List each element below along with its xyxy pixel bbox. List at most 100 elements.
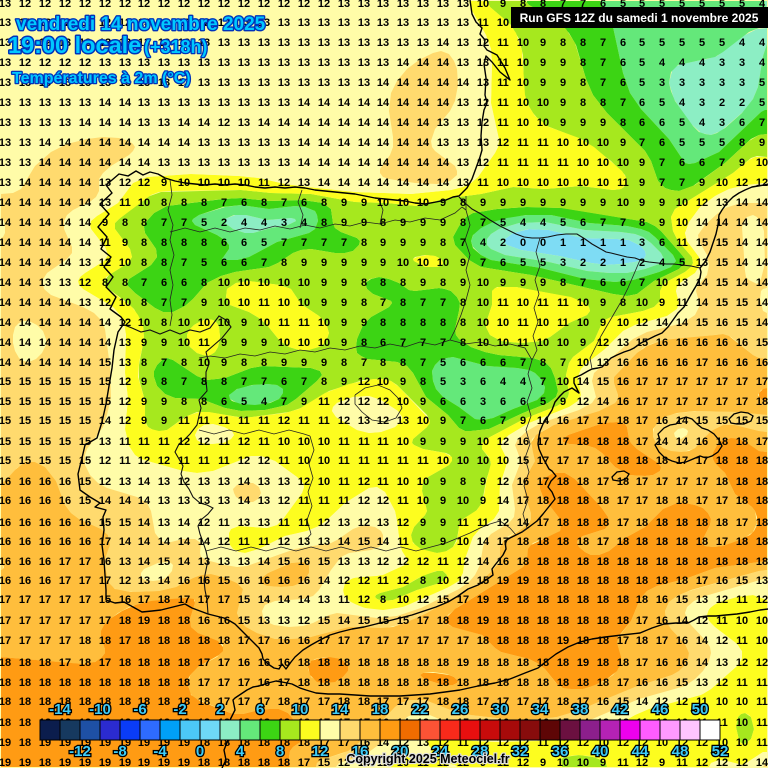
svg-text:17: 17 bbox=[138, 594, 150, 606]
svg-text:10: 10 bbox=[517, 117, 529, 129]
svg-text:14: 14 bbox=[19, 357, 32, 369]
svg-text:14: 14 bbox=[417, 117, 430, 129]
svg-text:17: 17 bbox=[238, 677, 250, 689]
svg-text:12: 12 bbox=[19, 0, 31, 10]
svg-text:19: 19 bbox=[59, 757, 71, 768]
svg-text:10: 10 bbox=[477, 0, 489, 10]
svg-text:6: 6 bbox=[301, 197, 307, 209]
svg-text:15: 15 bbox=[59, 436, 71, 448]
svg-text:14: 14 bbox=[676, 415, 689, 427]
svg-text:13: 13 bbox=[477, 57, 489, 69]
svg-text:18: 18 bbox=[99, 677, 111, 689]
svg-text:8: 8 bbox=[420, 376, 426, 388]
svg-text:10: 10 bbox=[477, 297, 489, 309]
svg-text:14: 14 bbox=[158, 137, 171, 149]
svg-text:13: 13 bbox=[298, 17, 310, 29]
svg-text:8: 8 bbox=[440, 237, 446, 249]
svg-text:18: 18 bbox=[736, 495, 748, 507]
svg-text:6: 6 bbox=[659, 117, 665, 129]
svg-text:10: 10 bbox=[577, 297, 589, 309]
svg-text:10: 10 bbox=[636, 297, 648, 309]
svg-text:17: 17 bbox=[636, 396, 648, 408]
svg-text:18: 18 bbox=[0, 696, 11, 708]
svg-text:16: 16 bbox=[636, 677, 648, 689]
svg-text:14: 14 bbox=[756, 277, 768, 289]
svg-text:12: 12 bbox=[138, 455, 150, 467]
svg-text:16: 16 bbox=[258, 657, 270, 669]
svg-text:18: 18 bbox=[477, 635, 489, 647]
svg-text:18: 18 bbox=[617, 455, 629, 467]
svg-text:18: 18 bbox=[138, 677, 150, 689]
svg-text:13: 13 bbox=[218, 495, 230, 507]
svg-text:11: 11 bbox=[756, 696, 768, 708]
svg-text:1: 1 bbox=[620, 237, 626, 249]
svg-text:12: 12 bbox=[178, 0, 190, 10]
svg-text:13: 13 bbox=[119, 357, 131, 369]
svg-text:2: 2 bbox=[216, 701, 224, 718]
svg-text:18: 18 bbox=[318, 657, 330, 669]
svg-text:18: 18 bbox=[577, 635, 589, 647]
svg-text:3: 3 bbox=[719, 117, 725, 129]
svg-text:4: 4 bbox=[659, 57, 666, 69]
svg-text:18: 18 bbox=[756, 517, 768, 529]
svg-text:9: 9 bbox=[520, 277, 526, 289]
svg-text:18: 18 bbox=[636, 536, 648, 548]
svg-text:12: 12 bbox=[358, 495, 370, 507]
svg-text:18: 18 bbox=[656, 575, 668, 587]
svg-text:18: 18 bbox=[497, 635, 509, 647]
svg-text:17: 17 bbox=[537, 455, 549, 467]
svg-text:3: 3 bbox=[639, 237, 645, 249]
svg-text:11: 11 bbox=[258, 297, 270, 309]
svg-text:15: 15 bbox=[437, 594, 449, 606]
svg-text:14: 14 bbox=[377, 137, 390, 149]
svg-text:12: 12 bbox=[198, 436, 210, 448]
svg-text:17: 17 bbox=[537, 517, 549, 529]
svg-text:17: 17 bbox=[198, 677, 210, 689]
svg-text:32: 32 bbox=[512, 743, 529, 760]
svg-text:6: 6 bbox=[639, 97, 645, 109]
svg-text:11: 11 bbox=[298, 495, 310, 507]
svg-text:19: 19 bbox=[557, 635, 569, 647]
svg-text:14: 14 bbox=[377, 536, 390, 548]
svg-text:12: 12 bbox=[138, 0, 150, 10]
svg-text:10: 10 bbox=[617, 197, 629, 209]
svg-text:14: 14 bbox=[99, 415, 112, 427]
svg-text:14: 14 bbox=[99, 495, 112, 507]
svg-text:5: 5 bbox=[201, 257, 207, 269]
svg-text:17: 17 bbox=[716, 536, 728, 548]
svg-text:17: 17 bbox=[636, 476, 648, 488]
svg-text:9: 9 bbox=[600, 297, 606, 309]
svg-text:8: 8 bbox=[540, 357, 546, 369]
svg-text:18: 18 bbox=[736, 556, 748, 568]
svg-text:12: 12 bbox=[119, 317, 131, 329]
svg-text:14: 14 bbox=[338, 157, 351, 169]
svg-text:10: 10 bbox=[298, 297, 310, 309]
svg-text:11: 11 bbox=[198, 337, 210, 349]
svg-text:11: 11 bbox=[517, 137, 529, 149]
svg-text:18: 18 bbox=[497, 615, 509, 627]
svg-text:17: 17 bbox=[39, 615, 51, 627]
svg-text:12: 12 bbox=[338, 396, 350, 408]
svg-text:14: 14 bbox=[79, 177, 92, 189]
svg-text:4: 4 bbox=[480, 237, 487, 249]
svg-text:18: 18 bbox=[577, 556, 589, 568]
svg-text:13: 13 bbox=[457, 57, 469, 69]
svg-text:15: 15 bbox=[19, 376, 31, 388]
svg-text:11: 11 bbox=[716, 615, 728, 627]
svg-text:18: 18 bbox=[557, 556, 569, 568]
svg-text:13: 13 bbox=[278, 157, 290, 169]
svg-text:11: 11 bbox=[557, 317, 569, 329]
svg-text:13: 13 bbox=[377, 57, 389, 69]
svg-text:14: 14 bbox=[696, 657, 709, 669]
svg-text:11: 11 bbox=[119, 197, 131, 209]
svg-text:2: 2 bbox=[221, 217, 227, 229]
svg-text:9: 9 bbox=[341, 257, 347, 269]
svg-text:13: 13 bbox=[39, 277, 51, 289]
svg-text:-10: -10 bbox=[89, 701, 111, 718]
svg-text:13: 13 bbox=[338, 556, 350, 568]
svg-text:10: 10 bbox=[417, 197, 429, 209]
svg-text:2: 2 bbox=[739, 97, 745, 109]
svg-text:5: 5 bbox=[620, 0, 626, 10]
svg-text:14: 14 bbox=[358, 137, 371, 149]
svg-text:18: 18 bbox=[676, 556, 688, 568]
